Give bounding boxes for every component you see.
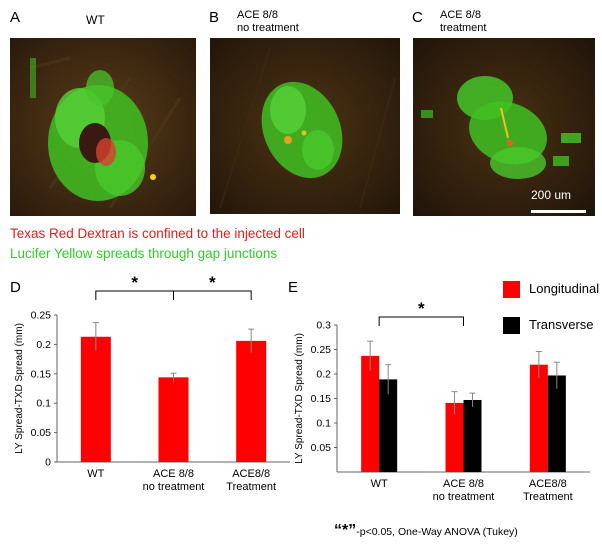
chart-e-y-tick-label: 0.05	[311, 442, 332, 454]
legend-swatch-longitudinal	[503, 281, 520, 298]
chart-e-significance-star: *	[418, 299, 425, 318]
chart-e-x-tick-label: ACE8/8	[529, 478, 567, 490]
chart-e-bar	[445, 402, 464, 472]
footnote-star: “*”	[334, 522, 357, 539]
chart-e-x-tick-label: ACE 8/8	[443, 478, 484, 490]
scale-bar-label: 200 um	[531, 188, 572, 202]
chart-e-panel-letter: E	[288, 279, 298, 296]
panel-c-title-line2: treatment	[440, 22, 487, 34]
caption-lucifer-yellow: Lucifer Yellow spreads through gap junct…	[10, 246, 278, 261]
chart-d-bar	[236, 340, 267, 462]
chart-d-bar	[158, 377, 189, 462]
chart-e-bar	[463, 399, 482, 472]
chart-e-x-tick-label: Treatment	[523, 491, 573, 503]
chart-e-x-tick-label: no treatment	[433, 491, 495, 503]
panel-c-title-line1: ACE 8/8	[440, 9, 481, 21]
chart-e-y-tick-label: 0.2	[316, 369, 331, 381]
chart-e-bar	[379, 379, 398, 472]
chart-d-significance-bracket	[95, 290, 174, 300]
chart-e-significance-bracket	[378, 316, 464, 326]
chart-d-significance-star: *	[131, 273, 138, 292]
chart-d-x-tick-label: WT	[87, 468, 104, 480]
chart-d-significance-bracket	[173, 290, 252, 300]
caption-texas-red: Texas Red Dextran is confined to the inj…	[10, 226, 305, 241]
micrograph-ace-treatment-image	[413, 38, 595, 216]
chart-d-x-tick-label: no treatment	[143, 481, 205, 493]
chart-e-y-axis-label: LY Spread-TXD Spread (mm)	[294, 333, 305, 464]
chart-e-y-tick-label: 0.3	[316, 320, 331, 332]
chart-e-bar	[547, 375, 566, 472]
chart-e-bar	[361, 355, 380, 472]
chart-d-y-tick-label: 0.05	[31, 427, 52, 439]
chart-e-x-tick-label: WT	[371, 478, 388, 490]
chart-d: D LY Spread-TXD Spread (mm) 0 0.05 0.1 0.15 0…	[10, 273, 290, 493]
panel-c-letter: C	[412, 9, 423, 26]
chart-d-x-tick-label: Treatment	[226, 481, 276, 493]
legend-label-longitudinal: Longitudinal	[529, 281, 600, 296]
micrograph-ace-no-treatment-image	[210, 38, 400, 214]
micrograph-ace-treatment: 200 um	[413, 38, 595, 216]
chart-d-y-axis-label: LY Spread-TXD Spread (mm)	[14, 323, 25, 454]
chart-d-y-tick-label: 0	[45, 457, 51, 469]
panel-a-letter: A	[10, 9, 21, 26]
chart-e-y-tick-label: 0.15	[311, 393, 332, 405]
micrograph-wt	[10, 38, 196, 216]
panel-b-title-line2: no treatment	[237, 22, 299, 34]
micrograph-wt-image	[10, 38, 196, 216]
chart-e-y-tick-label: 0.1	[316, 418, 331, 430]
chart-d-x-tick-label: ACE8/8	[232, 468, 270, 480]
panel-b-letter: B	[209, 9, 220, 26]
footnote-text: -p<0.05, One-Way ANOVA (Tukey)	[356, 526, 518, 538]
scale-bar	[531, 210, 586, 213]
chart-d-y-tick-label: 0.25	[31, 310, 52, 322]
legend-swatch-transverse	[503, 317, 520, 334]
panel-b-title-line1: ACE 8/8	[237, 9, 278, 21]
chart-e: E LY Spread-TXD Spread (mm) 0.05 0.1 0.15 0.…	[288, 279, 590, 503]
chart-d-x-tick-label: ACE 8/8	[153, 468, 194, 480]
chart-e-y-tick-label: 0.25	[311, 344, 332, 356]
chart-d-y-tick-label: 0.1	[36, 398, 51, 410]
micrograph-ace-no-treatment	[210, 38, 400, 214]
panel-a-title: WT	[86, 13, 105, 27]
legend-label-transverse: Transverse	[529, 317, 594, 332]
chart-d-y-tick-label: 0.15	[31, 368, 52, 380]
chart-d-panel-letter: D	[10, 279, 21, 296]
chart-e-bar	[529, 364, 548, 472]
chart-d-bar	[80, 336, 111, 462]
footnote: “*”-p<0.05, One-Way ANOVA (Tukey)	[334, 522, 518, 540]
chart-d-significance-star: *	[209, 273, 216, 292]
chart-d-y-tick-label: 0.2	[36, 339, 51, 351]
